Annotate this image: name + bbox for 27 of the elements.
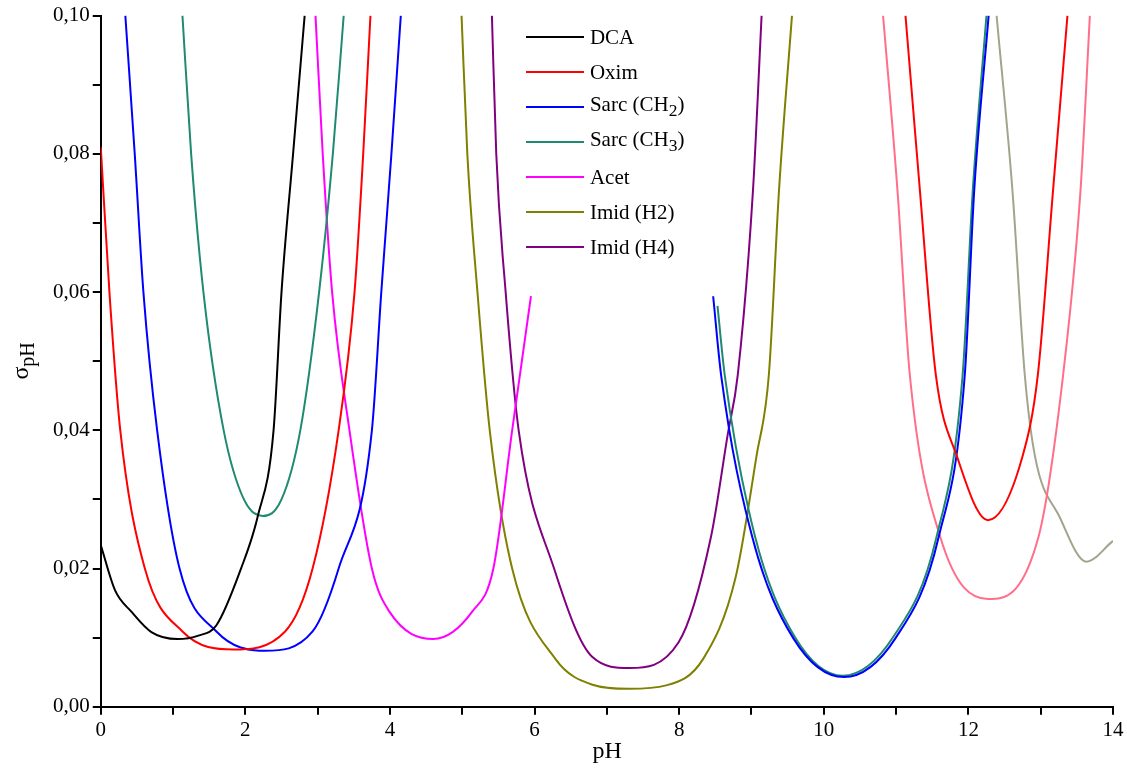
x-tick-label: 10 — [813, 716, 835, 741]
y-tick-label: 0,00 — [53, 693, 90, 718]
legend-label: Imid (H4) — [589, 234, 675, 259]
legend-label: Imid (H2) — [589, 199, 675, 224]
y-tick-label: 0,08 — [53, 140, 90, 165]
line-series — [460, 15, 793, 690]
legend-label: Acet — [589, 164, 630, 189]
line-series — [995, 15, 1113, 563]
line-series — [490, 15, 763, 670]
y-tick-label: 0,10 — [53, 2, 90, 27]
x-tick-label: 6 — [529, 716, 540, 741]
legend-label: DCA — [589, 24, 635, 49]
line-series — [314, 15, 532, 641]
y-tick-label: 0,02 — [53, 555, 90, 580]
legend-label: Sarc (CH$_{2}$) — [589, 92, 685, 121]
y-tick-label: 0,06 — [53, 278, 90, 303]
legend-label: Oxim — [589, 59, 638, 84]
x-tick-label: 8 — [673, 716, 685, 741]
x-tick-label: 14 — [1102, 716, 1124, 741]
x-tick-label: 0 — [95, 716, 106, 741]
x-axis-title: pH — [592, 736, 622, 764]
y-tick-label: 0,04 — [53, 416, 91, 441]
legend-label: Sarc (CH$_{3}$) — [589, 127, 685, 156]
x-tick-label: 4 — [384, 716, 396, 741]
x-tick-label: 12 — [957, 716, 979, 741]
line-series — [882, 15, 1091, 600]
x-tick-label: 2 — [240, 716, 251, 741]
